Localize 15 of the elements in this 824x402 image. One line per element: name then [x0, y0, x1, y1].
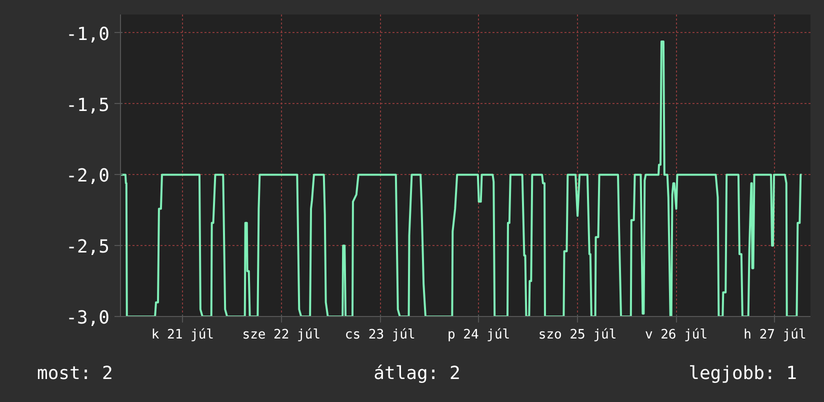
- x-tick-label: sze 22 júl: [242, 328, 321, 342]
- x-tick-label: cs 23 júl: [344, 328, 416, 342]
- x-tick-label: p 24 júl: [448, 328, 510, 342]
- y-tick-label: -2,0: [66, 166, 110, 187]
- text: most: 2: [37, 362, 114, 386]
- y-tick-label: -1,0: [66, 24, 110, 45]
- text: legjobb: 1: [688, 362, 797, 386]
- x-tick-label: v 26 júl: [644, 328, 708, 342]
- x-tick-label: h 27 júl: [744, 328, 806, 342]
- text: átlag: 2: [372, 362, 462, 386]
- x-tick-label: szo 25 júl: [538, 328, 617, 342]
- y-tick-label: -3,0: [66, 308, 110, 328]
- x-tick-label: k 21 júl: [151, 328, 214, 342]
- y-tick-label: -2,5: [66, 236, 110, 258]
- y-tick-label: -1,5: [66, 94, 110, 116]
